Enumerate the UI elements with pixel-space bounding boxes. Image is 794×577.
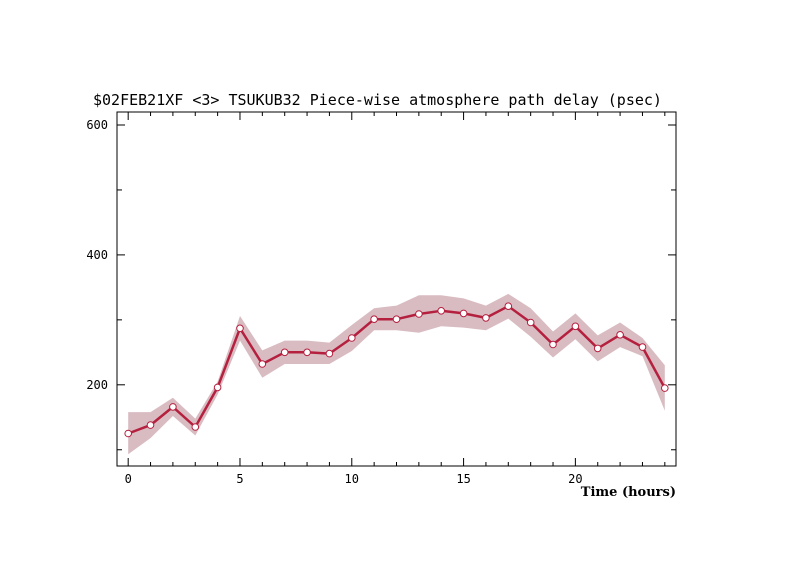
data-point [661,384,669,392]
data-point [280,348,289,357]
data-point [236,324,244,333]
y-tick-labels: 200 400 600 [86,118,108,392]
data-point [325,349,334,358]
x-tick-labels: 0 5 10 15 20 [125,472,583,486]
data-point [504,302,513,311]
data-point [549,340,557,349]
data-point [415,310,423,318]
x-tick-label: 15 [456,472,470,486]
y-tick-label: 200 [86,378,108,392]
data-point [348,334,356,342]
data-point [593,344,602,353]
data-point [437,307,446,315]
data-point [571,322,580,331]
x-tick-label: 10 [345,472,359,486]
data-point [638,343,647,351]
data-point [191,423,200,431]
y-tick-label: 600 [86,118,108,132]
data-point [459,309,468,318]
y-tick-label: 400 [86,248,108,262]
data-point [482,314,490,322]
data-point [124,429,132,438]
chart-title: $02FEB21XF <3> TSUKUB32 Piece-wise atmos… [93,91,662,109]
error-band-layer [128,293,665,455]
data-point [213,383,222,392]
x-tick-label: 0 [125,472,132,486]
data-point-layer [124,302,669,438]
x-tick-label: 20 [568,472,582,486]
data-point [370,315,378,324]
data-point [303,348,311,357]
tick-layer [117,112,676,466]
x-axis-label: Time (hours) [581,485,676,500]
data-point [169,403,177,411]
data-point [616,331,624,339]
data-point [392,315,401,324]
x-tick-label: 5 [236,472,243,486]
data-point [526,318,535,327]
error-band [128,293,665,455]
data-point [258,360,267,368]
data-point [146,421,155,429]
